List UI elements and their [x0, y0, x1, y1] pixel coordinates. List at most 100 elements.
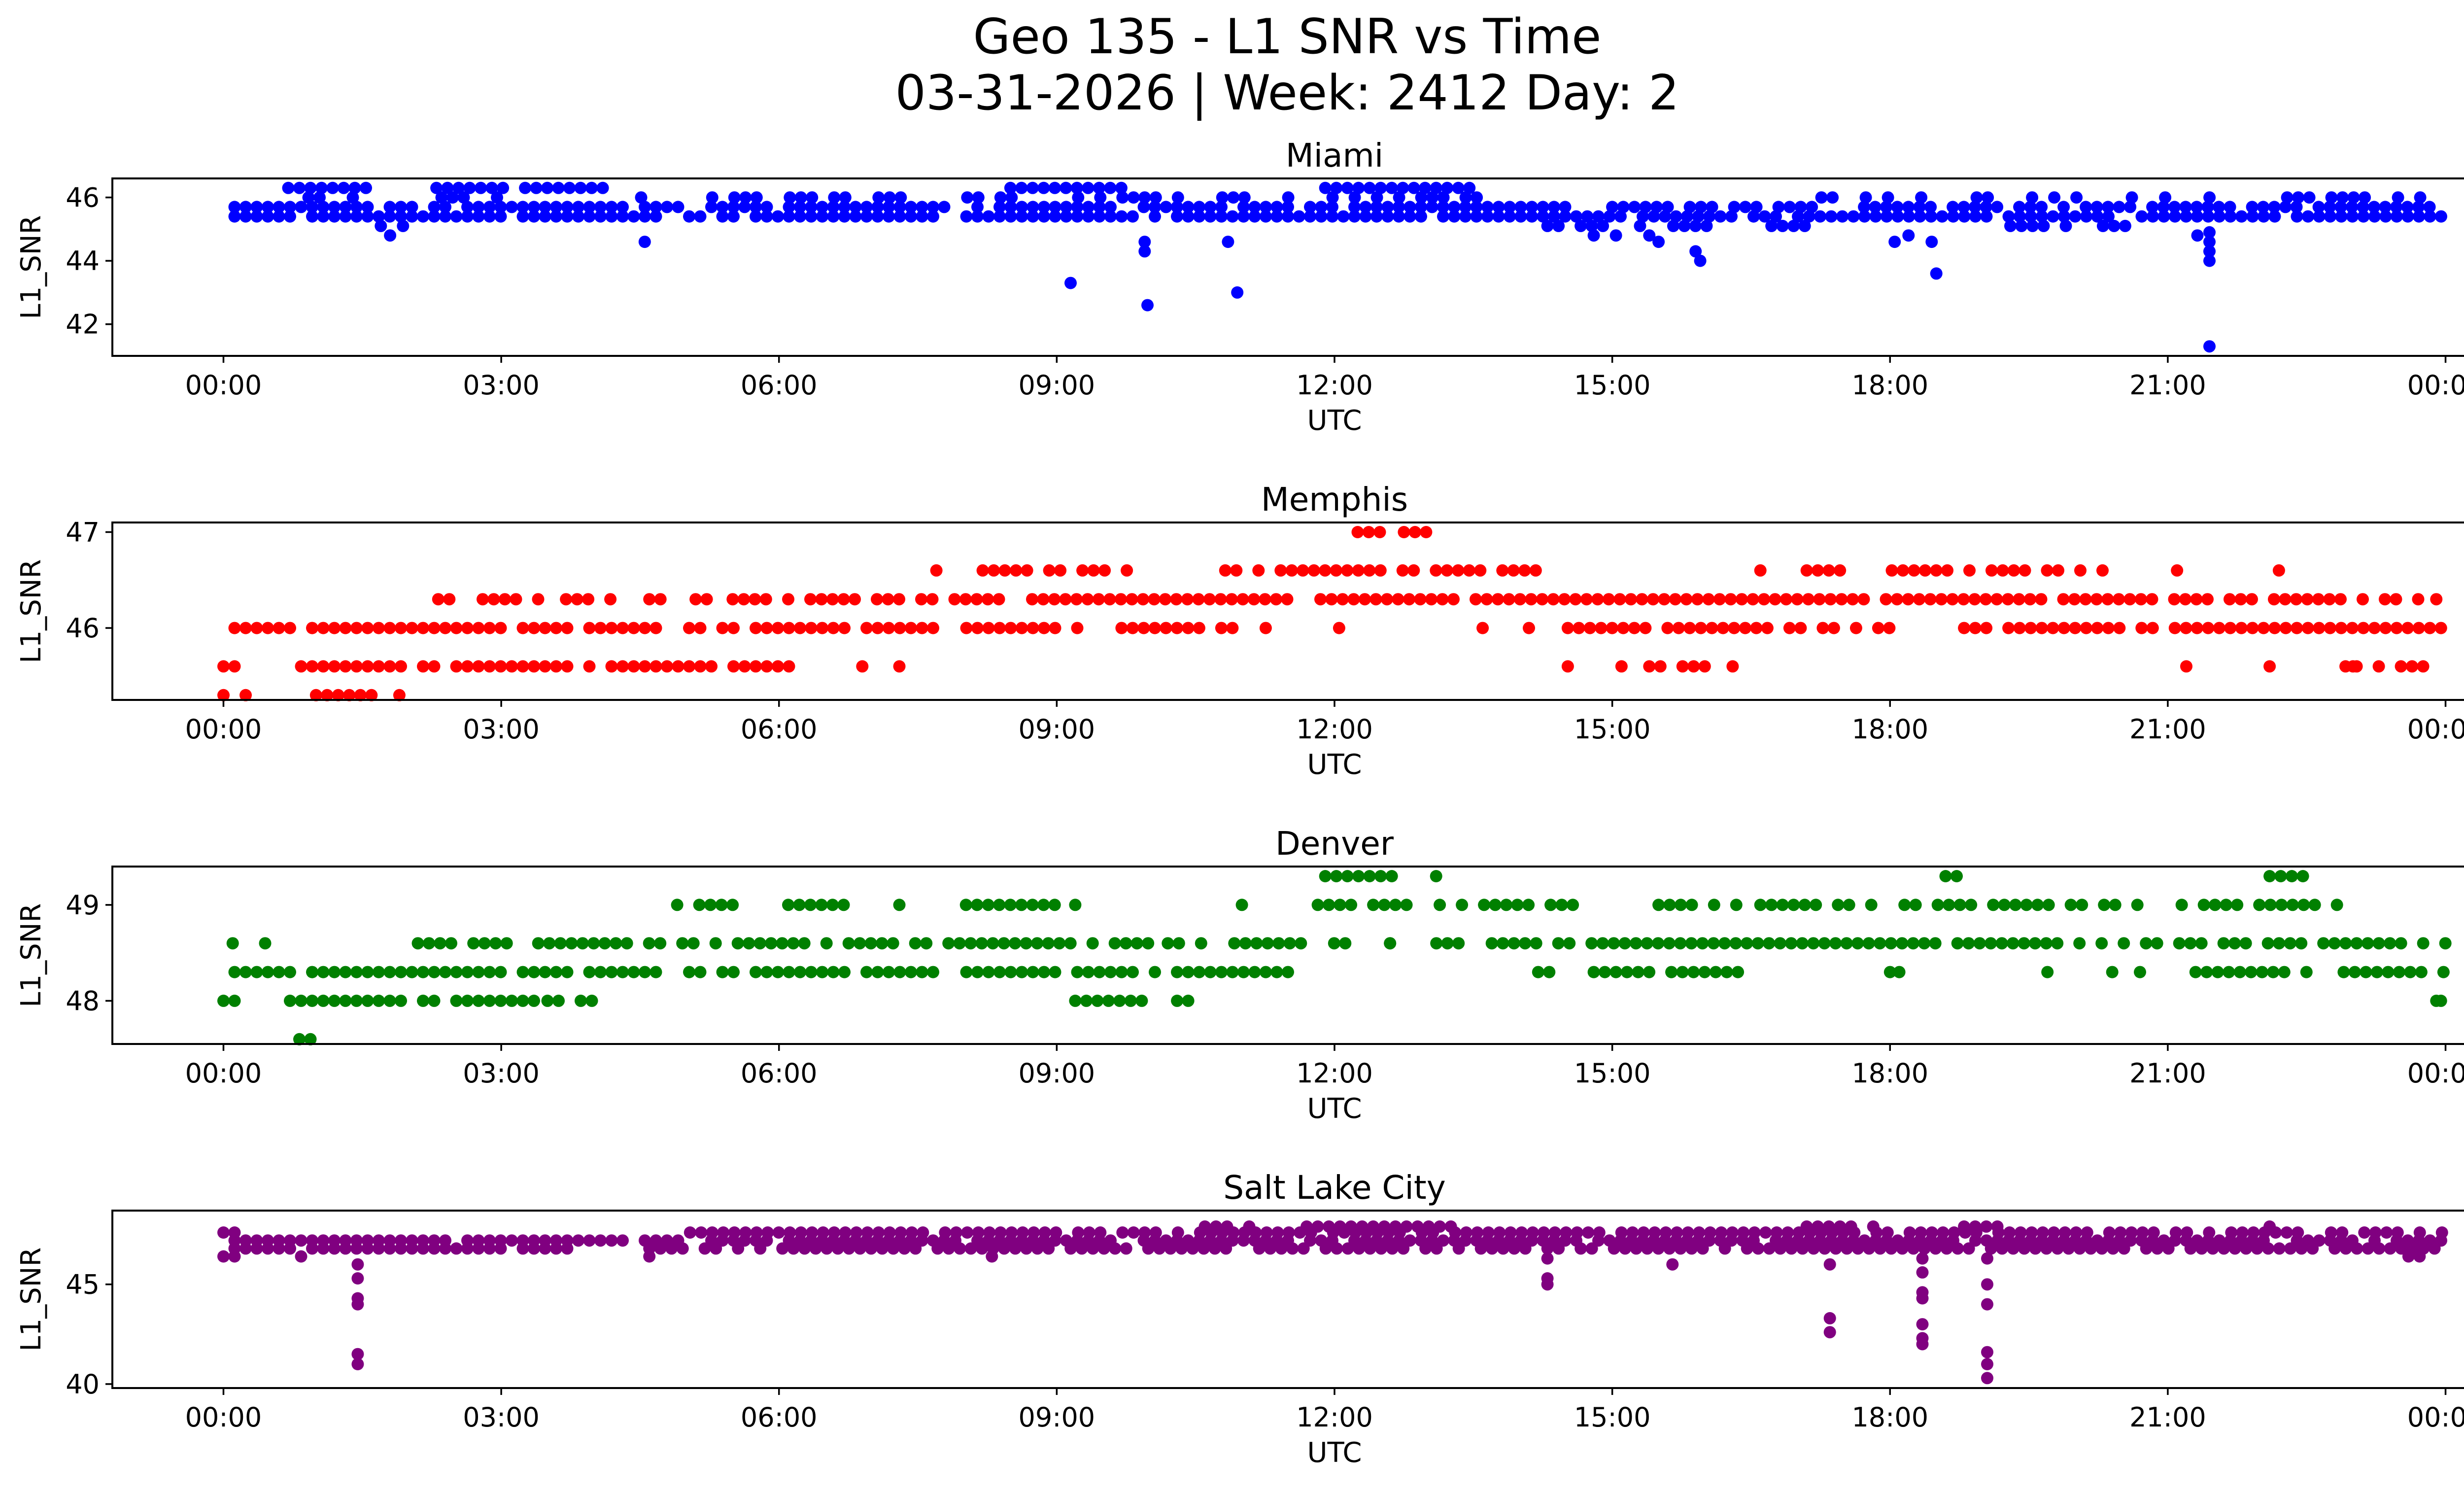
data-point: [1492, 201, 1505, 213]
data-point: [856, 660, 869, 673]
data-point: [2384, 937, 2396, 950]
data-point: [905, 210, 917, 223]
data-point: [2224, 210, 2237, 223]
data-point: [2268, 201, 2281, 213]
data-point: [1943, 899, 1955, 911]
data-point: [1093, 201, 1106, 213]
data-point: [2234, 593, 2247, 606]
data-point: [1796, 1242, 1809, 1255]
data-point: [1026, 593, 1038, 606]
data-point: [2020, 899, 2033, 911]
data-point: [1282, 201, 1294, 213]
data-point: [1235, 899, 1248, 911]
data-point: [393, 689, 406, 701]
data-point: [1397, 1242, 1410, 1255]
data-point: [1880, 593, 1892, 606]
data-point: [383, 966, 396, 978]
data-point: [1403, 593, 1415, 606]
data-point: [2109, 899, 2122, 911]
data-point: [1415, 201, 1427, 213]
data-point: [2290, 593, 2302, 606]
data-point: [295, 1234, 308, 1247]
data-point: [2007, 937, 2019, 950]
data-point: [2220, 899, 2232, 911]
data-point: [1514, 201, 1527, 213]
data-point: [2346, 201, 2359, 213]
data-point: [450, 660, 463, 673]
data-point: [1337, 210, 1350, 223]
data-point: [926, 593, 939, 606]
data-point: [1969, 210, 1982, 223]
data-point: [1865, 899, 1878, 911]
data-point: [585, 994, 598, 1007]
data-point: [273, 201, 285, 213]
data-point: [2268, 622, 2281, 634]
data-point: [1311, 899, 1324, 911]
data-point: [2434, 994, 2447, 1007]
data-point: [1916, 1252, 1929, 1265]
data-point: [694, 966, 707, 978]
data-point: [1403, 210, 1416, 223]
data-point: [240, 1242, 252, 1255]
data-point: [1142, 937, 1155, 950]
data-point: [2401, 201, 2414, 213]
data-point: [461, 966, 474, 978]
data-point: [2113, 593, 2125, 606]
data-point: [2395, 1242, 2408, 1255]
data-point: [1567, 899, 1579, 911]
data-point: [339, 994, 352, 1007]
data-point: [217, 1250, 230, 1263]
data-point: [2346, 622, 2359, 634]
data-point: [1248, 210, 1261, 223]
data-point: [806, 191, 819, 204]
data-point: [1548, 210, 1560, 223]
data-point: [2095, 937, 2108, 950]
data-point: [539, 210, 551, 223]
data-point: [2368, 622, 2381, 634]
data-point: [2124, 201, 2137, 213]
data-point: [2035, 593, 2048, 606]
data-point: [871, 966, 884, 978]
data-point: [2286, 899, 2299, 911]
data-point: [1783, 201, 1796, 213]
data-point: [2358, 1226, 2371, 1239]
data-point: [826, 899, 839, 911]
x-tick-label: 00:00: [2407, 1402, 2464, 1433]
data-point: [1519, 1242, 1532, 1255]
data-point: [1858, 201, 1871, 213]
data-point: [1352, 564, 1365, 577]
data-point: [927, 622, 939, 634]
data-point: [1027, 201, 1039, 213]
data-point: [2273, 1242, 2286, 1255]
data-point: [1739, 622, 1751, 634]
data-point: [1138, 236, 1151, 248]
data-point: [1430, 564, 1442, 577]
y-tick-label: 47: [66, 517, 100, 548]
data-point: [2041, 564, 2053, 577]
data-point: [1913, 201, 1926, 213]
data-point: [1064, 277, 1077, 289]
data-point: [273, 966, 285, 978]
data-point: [726, 593, 739, 606]
data-point: [959, 593, 972, 606]
data-point: [1732, 966, 1745, 978]
data-point: [1739, 201, 1752, 213]
data-point: [650, 660, 662, 673]
data-point: [450, 966, 463, 978]
data-point: [616, 1234, 629, 1247]
data-point: [1862, 937, 1875, 950]
data-point: [1990, 593, 2003, 606]
data-point: [483, 210, 496, 223]
data-point: [1675, 899, 1687, 911]
data-point: [760, 660, 773, 673]
data-point: [972, 191, 985, 204]
data-point: [2401, 622, 2414, 634]
data-point: [1038, 201, 1050, 213]
data-point: [2151, 937, 2163, 950]
data-point: [1908, 564, 1920, 577]
data-point: [1736, 593, 1748, 606]
data-point: [528, 1242, 540, 1255]
data-point: [1674, 937, 1687, 950]
data-point: [1226, 622, 1239, 634]
